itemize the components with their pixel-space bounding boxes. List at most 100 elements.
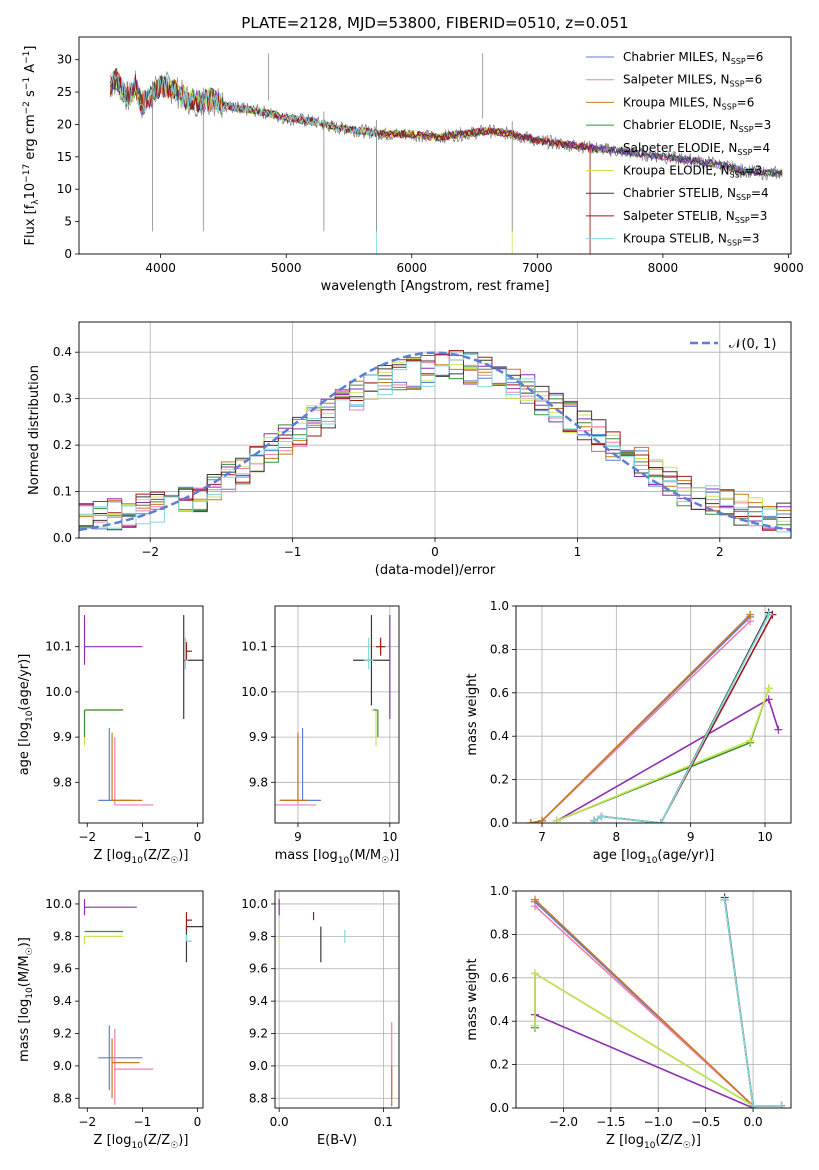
y-axis-label-part: 10 [25,987,35,999]
x-axis-label-part: 10 [131,1141,143,1151]
x-axis-label-part: age [log [593,848,646,863]
residual-histogram-step [79,350,791,531]
y-tick-label: 30 [57,53,72,67]
x-tick-label: −2.0 [549,1115,578,1129]
y-axis-label: mass weight [465,673,480,755]
legend-sub: SSP [736,193,751,202]
x-axis-label-part: 10 [338,856,350,866]
mass-weight-line [534,972,754,1107]
legend-name: Kroupa ELODIE, N [623,164,730,178]
y-tick-label: 9.8 [53,929,72,943]
model-spectrum-line [110,77,783,177]
residual-histogram-step [79,354,791,533]
x-axis-label: mass [log10(M/M☉)] [275,848,400,866]
axes-frame [274,605,400,824]
y-axis-label-part: A [23,64,38,77]
mass-vs-ebv-panel: 0.0 0.1 8.8 9.0 9.2 9.4 9.6 9.8 10.0 E(B-V) [241,890,400,1148]
y-tick-label: 9.2 [53,1027,72,1041]
mass-weight-line [534,1013,754,1108]
y-axis-label-part: −1 [22,77,32,90]
x-tick-label: 6000 [396,261,427,275]
x-tick-label: 8000 [648,261,679,275]
y-tick-label: 1.0 [490,599,509,613]
legend-sub: SSP [722,102,737,111]
model-spectrum-line [110,71,377,254]
y-axis-label-part: (age/yr)] [17,654,32,711]
legend-n: =3 [745,164,763,178]
y-tick-label: 0.1 [53,485,72,499]
y-tick-label: 8.8 [249,1091,268,1105]
figure-title: PLATE=2128, MJD=53800, FIBERID=0510, z=0… [241,14,628,32]
y-tick-label: 9.0 [249,1059,268,1073]
x-axis-label-part: 10 [646,856,658,866]
error-bars [278,899,393,1107]
x-tick-label: −2 [141,545,159,559]
y-tick-label: 10 [57,182,72,196]
error-bars [83,899,203,1105]
legend-n: =3 [742,232,760,246]
y-tick-label: 0.6 [490,971,509,985]
legend-n: =4 [752,141,770,155]
x-axis-label: E(B-V) [317,1133,357,1148]
spectrum-lines [110,53,783,254]
x-axis-label: Z [log10(Z/Z☉)] [606,1133,701,1151]
x-axis-label-part: )] [389,848,399,863]
y-tick-label: 0.0 [490,1101,509,1115]
model-spectrum-line [110,70,591,254]
mass-weight-line [534,899,754,1107]
y-axis-label-part: s [23,90,38,101]
x-tick-label: 9 [687,830,695,844]
y-tick-label: 8.8 [53,1091,72,1105]
x-axis-label: Z [log10(Z/Z☉)] [94,848,189,866]
y-tick-label: 25 [57,85,72,99]
legend-entry: Chabrier MILES, NSSP=6 [623,50,763,66]
error-bars [275,615,391,806]
legend-entry: Kroupa ELODIE, NSSP=3 [623,164,762,180]
x-axis-label-part: Z [log [94,848,132,863]
legend-entry: Kroupa MILES, NSSP=6 [623,95,754,111]
x-axis-label-part: 10 [131,856,143,866]
y-axis-label-part: Normed distribution [27,365,42,495]
y-axis-label-part: (M/M [17,955,32,987]
mass-weight-lines [530,893,786,1108]
x-tick-label: 0 [194,1115,202,1129]
y-tick-label: 9.9 [249,730,268,744]
x-axis-label-part: (data-model)/error [375,563,496,578]
x-tick-label: 8 [613,830,621,844]
x-tick-label: 7000 [522,261,553,275]
y-tick-label: 5 [64,215,72,229]
y-axis-label-part: )] [17,937,32,947]
y-tick-label: 0.0 [53,531,72,545]
y-axis-label-part: age [log [17,722,32,775]
y-tick-label: 0.4 [53,345,72,359]
x-axis-label: (data-model)/error [375,563,496,578]
x-tick-label: 4000 [145,261,176,275]
legend-name: Chabrier STELIB, N [623,186,736,200]
x-tick-label: 1 [574,545,582,559]
mass-weight-lines [526,608,783,823]
y-axis-label: age [log10(age/yr)] [17,654,35,776]
y-tick-label: 0.8 [490,927,509,941]
y-axis-label: Normed distribution [27,365,42,495]
legend-entry: Salpeter ELODIE, NSSP=4 [623,141,770,157]
y-tick-label: 10.0 [241,685,268,699]
y-axis-label: mass [log10(M/M☉)] [17,937,35,1062]
y-tick-label: 9.4 [249,994,268,1008]
legend-n: =6 [737,95,755,109]
x-tick-label: −1.0 [644,1115,673,1129]
y-axis-label: Flux [fλ10−17 erg cm−2 s−1 A−1] [22,46,41,246]
legend-entry: Chabrier ELODIE, NSSP=3 [623,118,771,134]
legend-name: Chabrier MILES, N [623,50,731,64]
x-axis-label: age [log10(age/yr)] [593,848,715,866]
mass-weight-line [556,698,780,822]
y-axis-label-part: 10 [23,183,38,200]
legend-entry: Chabrier STELIB, NSSP=4 [623,186,769,202]
y-axis-label-part: mass [log [17,999,32,1062]
x-tick-label: 0 [194,830,202,844]
legend-n: =3 [750,209,768,223]
mass-weight-line [530,620,751,823]
axes-frame [78,321,792,539]
y-tick-label: 9.0 [53,1059,72,1073]
